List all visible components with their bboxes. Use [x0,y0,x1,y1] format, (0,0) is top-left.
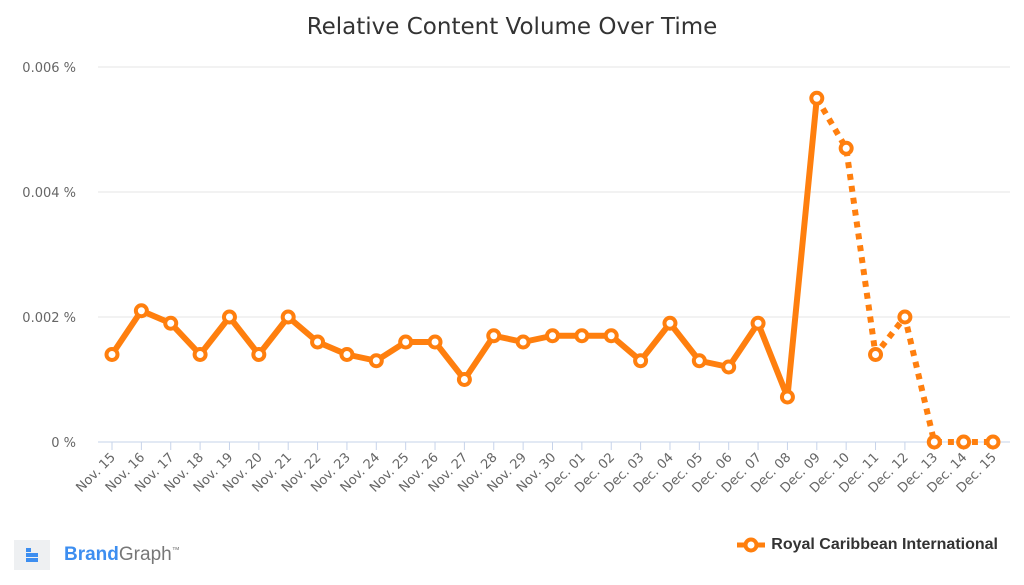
data-point [868,347,884,362]
data-point [251,347,267,362]
legend-label: Royal Caribbean International [771,536,998,553]
y-tick-label: 0.006 % [22,61,76,76]
y-tick-label: 0.004 % [22,186,76,201]
y-tick-label: 0.002 % [22,311,76,326]
data-point [310,334,326,350]
data-point [221,309,237,325]
data-point [192,347,208,362]
logo-brand: Brand [64,544,119,565]
data-point [427,334,443,350]
data-point [574,328,590,344]
data-point [838,140,854,156]
legend-marker-icon [737,537,766,553]
data-point [662,315,678,331]
logo-graph: Graph [118,544,172,565]
data-point [545,328,560,344]
data-point [897,309,913,325]
data-point [633,353,649,369]
chart-title: Relative Content Volume Over Time [307,14,718,40]
data-point [691,353,707,369]
data-point [456,372,472,387]
data-point [515,334,531,350]
data-point [368,353,384,369]
data-point [603,328,619,344]
data-point [486,328,502,344]
brandgraph-logo-icon [14,540,50,570]
data-point [163,315,179,331]
data-point [721,359,737,375]
series-line-solid [109,97,820,400]
data-point [985,434,1001,450]
logo-tm: ™ [171,545,180,555]
data-point [750,315,766,331]
legend-item[interactable]: Royal Caribbean International [737,536,998,554]
data-point [133,303,149,319]
data-point [339,347,355,362]
y-tick-label: 0 % [51,436,76,451]
data-point [809,90,825,106]
data-point [398,334,414,350]
data-point [104,347,120,362]
brandgraph-logo: BrandGraph™ [14,540,180,570]
data-point [280,309,296,325]
data-point [779,389,795,405]
data-point [926,434,942,450]
data-point [956,434,972,450]
